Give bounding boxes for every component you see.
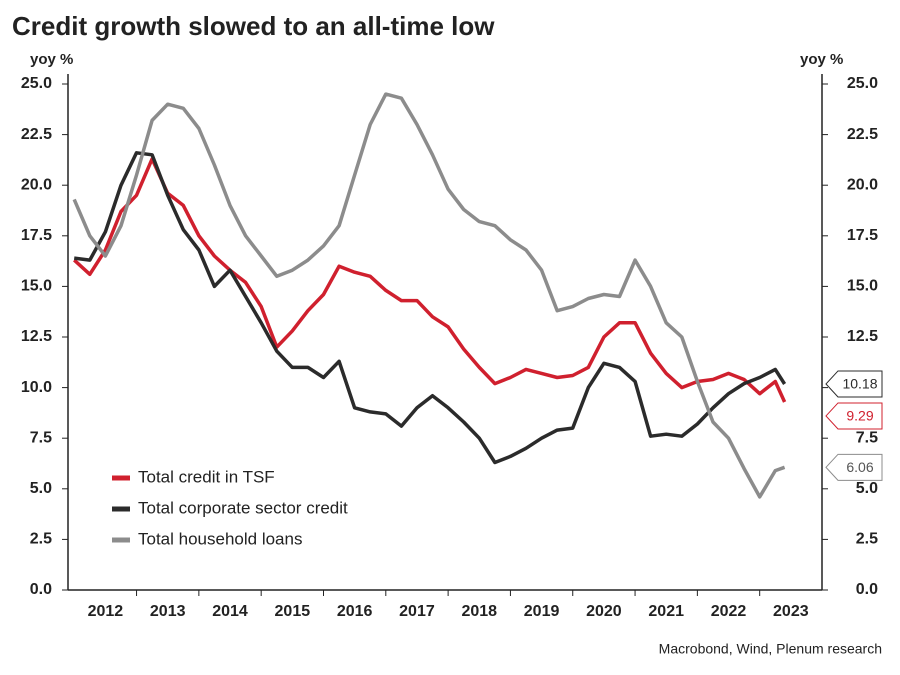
x-tick-label: 2019 <box>524 603 560 620</box>
y-tick-label: 17.5 <box>21 227 52 244</box>
end-value-label: 9.29 <box>846 408 873 424</box>
legend-label: Total household loans <box>138 529 302 548</box>
y-tick-label: 22.5 <box>21 126 52 143</box>
end-tag <box>825 402 883 430</box>
y-tick-label: 2.5 <box>30 531 52 548</box>
y-tick-label: 7.5 <box>30 429 52 446</box>
y2-tick-label: 0.0 <box>856 581 878 598</box>
y-tick-label: 25.0 <box>21 75 52 92</box>
y2-tick-label: 5.0 <box>856 480 878 497</box>
y2-tick-label: 2.5 <box>856 531 878 548</box>
series-line <box>73 157 787 403</box>
y-tick-label: 15.0 <box>21 278 52 295</box>
legend-label: Total corporate sector credit <box>138 498 348 517</box>
y-axis-label: yoy % <box>30 51 73 68</box>
x-tick-label: 2022 <box>711 603 747 620</box>
y-tick-label: 0.0 <box>30 581 52 598</box>
x-tick-label: 2018 <box>461 603 497 620</box>
source: Macrobond, Wind, Plenum research <box>659 641 882 657</box>
series-line <box>73 151 787 465</box>
x-tick-label: 2013 <box>150 603 186 620</box>
y2-tick-label: 20.0 <box>847 176 878 193</box>
y2-tick-label: 12.5 <box>847 328 878 345</box>
x-tick-label: 2021 <box>648 603 684 620</box>
y-tick-label: 20.0 <box>21 176 52 193</box>
x-tick-label: 2014 <box>212 603 248 620</box>
x-tick-label: 2012 <box>88 603 124 620</box>
y2-axis-label: yoy % <box>800 51 843 68</box>
x-tick-label: 2015 <box>275 603 311 620</box>
legend-label: Total credit in TSF <box>138 467 275 486</box>
end-value-label: 10.18 <box>842 376 877 392</box>
x-tick-label: 2020 <box>586 603 622 620</box>
series-line <box>72 92 786 499</box>
end-tag <box>825 453 883 481</box>
y2-tick-label: 17.5 <box>847 227 878 244</box>
end-value-label: 6.06 <box>846 459 873 475</box>
y2-tick-label: 7.5 <box>856 429 878 446</box>
chart-title: Credit growth slowed to an all-time low <box>12 11 495 41</box>
y2-tick-label: 15.0 <box>847 278 878 295</box>
y2-tick-label: 22.5 <box>847 126 878 143</box>
y2-tick-label: 25.0 <box>847 75 878 92</box>
x-tick-label: 2017 <box>399 603 435 620</box>
y-tick-label: 5.0 <box>30 480 52 497</box>
x-tick-label: 2016 <box>337 603 373 620</box>
end-tag <box>825 370 883 398</box>
x-tick-label: 2023 <box>773 603 809 620</box>
y-tick-label: 12.5 <box>21 328 52 345</box>
y-tick-label: 10.0 <box>21 379 52 396</box>
